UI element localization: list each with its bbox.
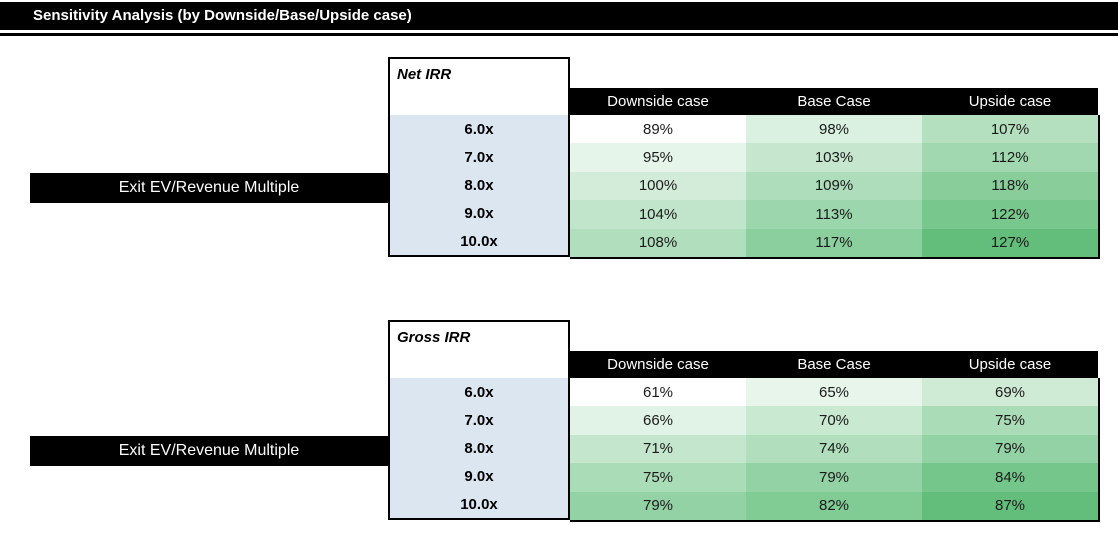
data-cell: 113% [746, 200, 922, 229]
row-label-column: Gross IRR 6.0x 7.0x 8.0x 9.0x 10.0x [388, 320, 570, 520]
row-label-10.0x: 10.0x [460, 232, 498, 250]
page-title: Sensitivity Analysis (by Downside/Base/U… [0, 2, 1118, 30]
net-irr-table: Exit EV/Revenue Multiple Net IRR 6.0x 7.0… [0, 57, 1118, 259]
data-cell: 127% [922, 228, 1098, 257]
data-cell: 87% [922, 491, 1098, 520]
data-cell: 117% [746, 228, 922, 257]
row-labels: 6.0x 7.0x 8.0x 9.0x 10.0x [390, 378, 568, 518]
data-grid: 61% 65% 69% 66% 70% 75% 71% 74% 79% 75% 79% 84% 79% 8… [570, 378, 1100, 522]
data-cell: 112% [922, 143, 1098, 172]
data-cell: 79% [746, 463, 922, 492]
row-axis-label-bar: Exit EV/Revenue Multiple [30, 436, 388, 466]
data-cell: 82% [746, 491, 922, 520]
table-title: Net IRR [397, 66, 452, 83]
data-cell: 70% [746, 406, 922, 435]
column-header-bar: Downside case Base Case Upside case [570, 351, 1098, 378]
data-cell: 69% [922, 378, 1098, 407]
column-header-base-case: Base Case [797, 356, 871, 373]
data-cell: 107% [922, 115, 1098, 144]
data-cell: 75% [922, 406, 1098, 435]
column-header-bar: Downside case Base Case Upside case [570, 88, 1098, 115]
column-header-downside-case: Downside case [607, 356, 709, 373]
row-label-9.0x: 9.0x [464, 467, 494, 485]
data-cell: 79% [922, 434, 1098, 464]
data-cell: 89% [570, 115, 746, 144]
table-title: Gross IRR [397, 329, 471, 346]
data-cell: 71% [570, 434, 746, 464]
row-label-8.0x: 8.0x [464, 176, 494, 194]
data-cell: 100% [570, 171, 746, 201]
data-cell: 109% [746, 171, 922, 201]
data-cell: 79% [570, 491, 746, 520]
data-cell: 122% [922, 200, 1098, 229]
row-label-10.0x: 10.0x [460, 495, 498, 513]
column-header-downside-case: Downside case [607, 93, 709, 110]
data-cell: 66% [570, 406, 746, 435]
column-header-upside-case: Upside case [968, 356, 1052, 373]
row-label-8.0x: 8.0x [464, 439, 494, 457]
data-cell: 61% [570, 378, 746, 407]
data-cell: 104% [570, 200, 746, 229]
row-label-6.0x: 6.0x [464, 383, 494, 401]
row-label-9.0x: 9.0x [464, 204, 494, 222]
row-label-column: Net IRR 6.0x 7.0x 8.0x 9.0x 10.0x [388, 57, 570, 257]
row-label-6.0x: 6.0x [464, 120, 494, 138]
data-cell: 118% [922, 171, 1098, 201]
data-cell: 84% [922, 463, 1098, 492]
data-cell: 65% [746, 378, 922, 407]
gross-irr-table: Exit EV/Revenue Multiple Gross IRR 6.0x 7… [0, 320, 1118, 522]
row-label-7.0x: 7.0x [464, 411, 494, 429]
column-header-upside-case: Upside case [968, 93, 1052, 110]
title-underline-rule [0, 33, 1118, 36]
data-cell: 98% [746, 115, 922, 144]
column-header-base-case: Base Case [797, 93, 871, 110]
data-cell: 75% [570, 463, 746, 492]
data-cell: 103% [746, 143, 922, 172]
row-label-7.0x: 7.0x [464, 148, 494, 166]
row-labels: 6.0x 7.0x 8.0x 9.0x 10.0x [390, 115, 568, 255]
data-cell: 95% [570, 143, 746, 172]
data-cell: 108% [570, 228, 746, 257]
row-axis-label-bar: Exit EV/Revenue Multiple [30, 173, 388, 203]
data-grid: 89% 98% 107% 95% 103% 112% 100% 109% 118% 104% 113… [570, 115, 1100, 259]
data-cell: 74% [746, 434, 922, 464]
